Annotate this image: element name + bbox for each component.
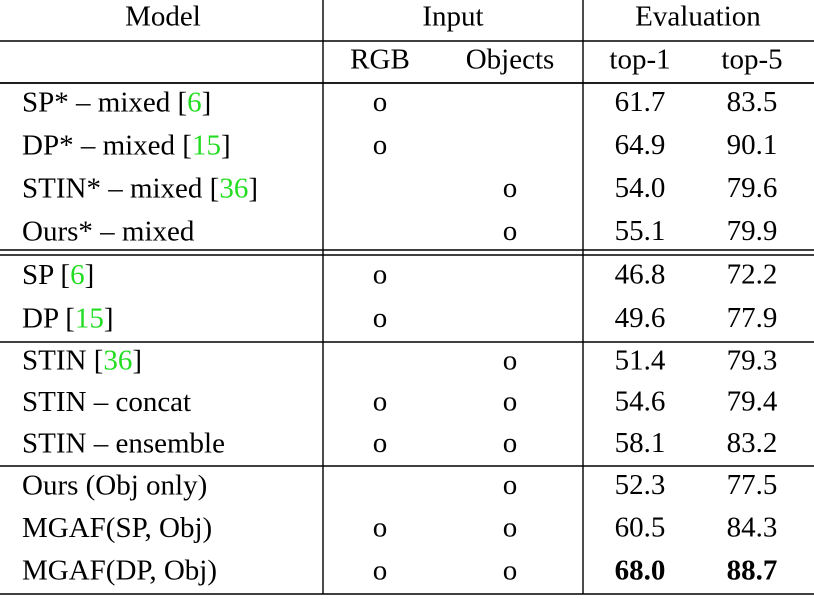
cell-rgb: o — [373, 258, 388, 290]
cell-top1: 51.4 — [615, 344, 666, 376]
cell-top5: 90.1 — [727, 129, 778, 161]
model-name: STIN [36] — [22, 344, 142, 376]
model-name: SP* – mixed [6] — [22, 86, 211, 118]
cell-top1: 55.1 — [615, 215, 666, 247]
citation: 15 — [192, 129, 221, 161]
model-text: Ours* – mixed — [22, 215, 195, 247]
header-top5: top-5 — [721, 44, 782, 76]
header-evaluation: Evaluation — [635, 1, 761, 33]
cell-rgb: o — [373, 386, 388, 418]
model-text: ] — [132, 344, 142, 376]
cell-top5: 83.2 — [727, 427, 778, 459]
header-top1: top-1 — [609, 44, 670, 76]
citation: 36 — [103, 344, 132, 376]
cell-rgb: o — [373, 86, 388, 118]
cell-objects: o — [503, 386, 518, 418]
cell-top1: 54.0 — [615, 172, 666, 204]
cell-top1: 54.6 — [615, 386, 666, 418]
cell-rgb: o — [373, 554, 388, 586]
cell-top5: 72.2 — [727, 258, 778, 290]
model-text: STIN – ensemble — [22, 427, 225, 459]
cell-rgb: o — [373, 129, 388, 161]
model-text: STIN – concat — [22, 386, 191, 418]
cell-top1: 58.1 — [615, 427, 666, 459]
model-name: SP [6] — [22, 258, 94, 290]
model-text: DP [ — [22, 302, 75, 334]
cell-objects: o — [503, 469, 518, 501]
model-name: DP* – mixed [15] — [22, 129, 231, 161]
cell-top1: 46.8 — [615, 258, 666, 290]
cell-top5: 77.5 — [727, 469, 778, 501]
cell-top1: 64.9 — [615, 129, 666, 161]
cell-rgb: o — [373, 302, 388, 334]
cell-rgb: o — [373, 512, 388, 544]
model-name: MGAF(DP, Obj) — [22, 554, 217, 586]
model-text: ] — [85, 258, 95, 290]
cell-top1: 49.6 — [615, 302, 666, 334]
model-text: ] — [221, 129, 231, 161]
model-text: STIN* – mixed [ — [22, 172, 219, 204]
model-name: STIN* – mixed [36] — [22, 172, 258, 204]
citation: 6 — [70, 258, 85, 290]
cell-objects: o — [503, 554, 518, 586]
model-name: STIN – ensemble — [22, 427, 225, 459]
header-objects: Objects — [466, 44, 555, 76]
cell-objects: o — [503, 427, 518, 459]
cell-top5: 77.9 — [727, 302, 778, 334]
cell-top1: 61.7 — [615, 86, 666, 118]
cell-objects: o — [503, 172, 518, 204]
cell-rgb: o — [373, 427, 388, 459]
model-name: Ours* – mixed — [22, 215, 195, 247]
cell-top5: 84.3 — [727, 512, 778, 544]
cell-top5: 79.4 — [727, 386, 778, 418]
cell-top1: 52.3 — [615, 469, 666, 501]
model-name: Ours (Obj only) — [22, 469, 207, 501]
model-name: DP [15] — [22, 302, 114, 334]
cell-objects: o — [503, 512, 518, 544]
citation: 6 — [187, 86, 202, 118]
model-text: ] — [104, 302, 114, 334]
cell-top5: 83.5 — [727, 86, 778, 118]
header-model: Model — [125, 1, 201, 33]
cell-top5: 79.6 — [727, 172, 778, 204]
model-text: SP [ — [22, 258, 70, 290]
cell-objects: o — [503, 215, 518, 247]
cell-top1: 68.0 — [615, 554, 666, 586]
model-text: MGAF(SP, Obj) — [22, 512, 212, 544]
cell-top5: 79.9 — [727, 215, 778, 247]
model-text: Ours (Obj only) — [22, 469, 207, 501]
header-rgb: RGB — [350, 44, 410, 76]
cell-objects: o — [503, 344, 518, 376]
model-name: MGAF(SP, Obj) — [22, 512, 212, 544]
cell-top1: 60.5 — [615, 512, 666, 544]
cell-top5: 88.7 — [727, 554, 778, 586]
model-name: STIN – concat — [22, 386, 191, 418]
model-text: STIN [ — [22, 344, 103, 376]
cell-top5: 79.3 — [727, 344, 778, 376]
citation: 36 — [219, 172, 248, 204]
header-input: Input — [422, 1, 483, 33]
model-text: DP* – mixed [ — [22, 129, 192, 161]
model-text: MGAF(DP, Obj) — [22, 554, 217, 586]
model-text: ] — [248, 172, 258, 204]
model-text: SP* – mixed [ — [22, 86, 187, 118]
model-text: ] — [202, 86, 212, 118]
citation: 15 — [75, 302, 104, 334]
